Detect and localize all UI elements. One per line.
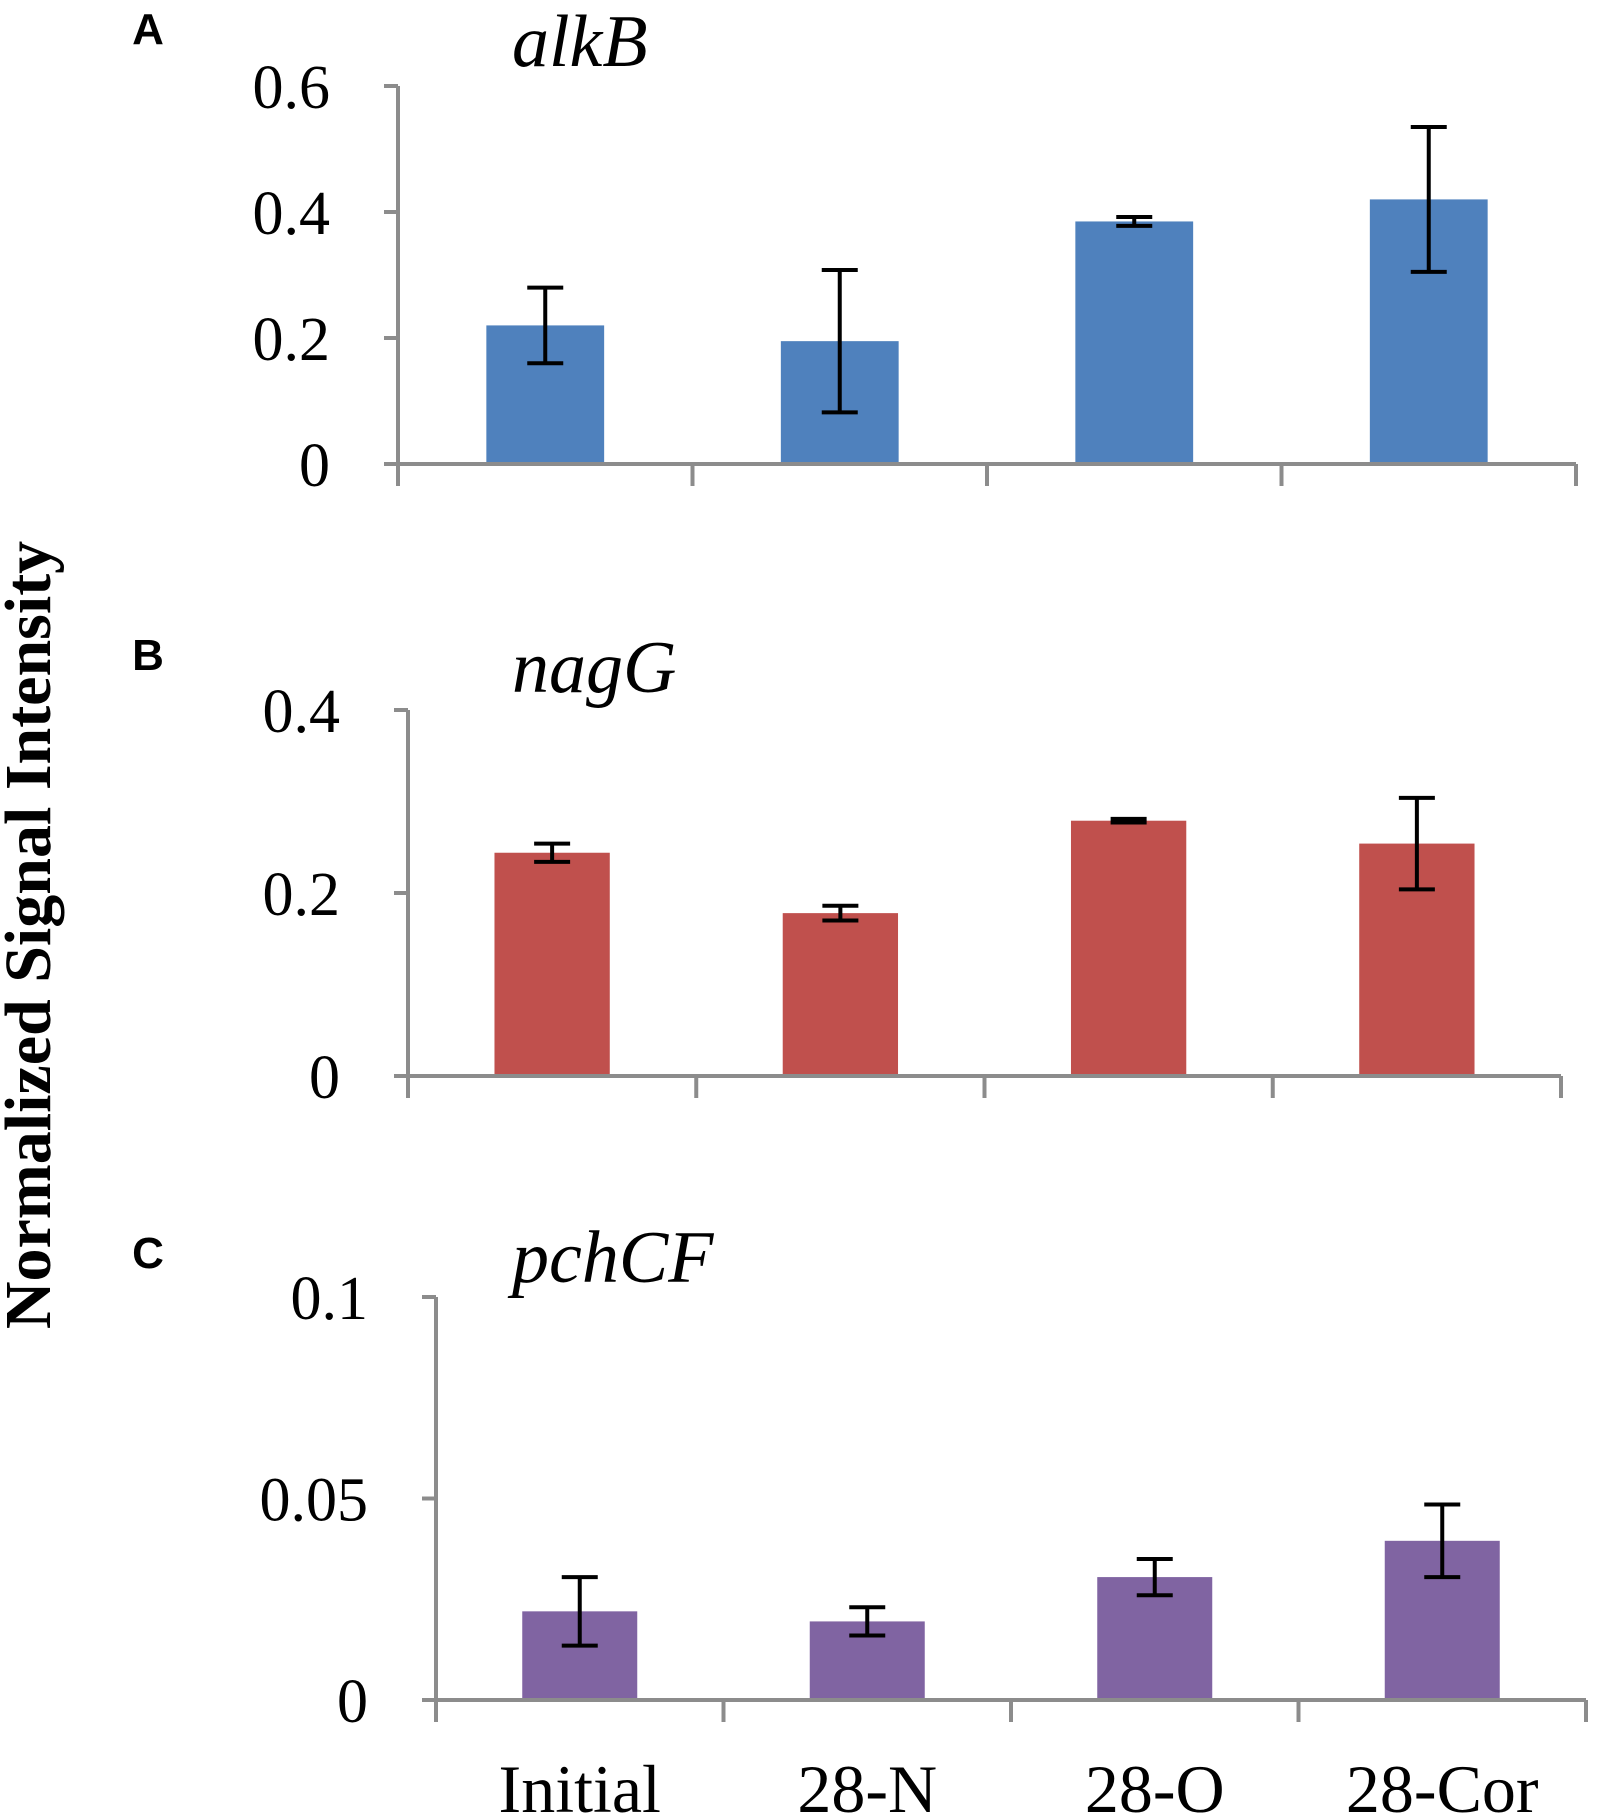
y-tick-label: 0	[309, 1044, 340, 1112]
y-tick-label: 0.6	[253, 54, 331, 122]
y-tick-label: 0	[337, 1668, 368, 1736]
x-tick-label: Initial	[499, 1751, 661, 1819]
chart-title: pchCF	[507, 1217, 714, 1299]
x-tick-label: 28-O	[1085, 1751, 1225, 1819]
x-tick-label: 28-N	[797, 1751, 937, 1819]
y-tick-label: 0.05	[260, 1467, 369, 1535]
panel-letter: B	[132, 631, 164, 680]
bar-28-o	[1075, 221, 1194, 464]
panel-letter: C	[132, 1229, 164, 1278]
error-bar	[1116, 215, 1153, 228]
bar-28-n	[782, 913, 899, 1076]
bar-initial	[494, 852, 610, 1076]
y-tick-label: 0	[299, 432, 330, 500]
error-bar	[1424, 1502, 1461, 1580]
y-tick-label: 0.1	[291, 1265, 369, 1333]
bar-28-o	[1070, 820, 1187, 1076]
error-bar	[534, 841, 571, 864]
y-tick-label: 0.4	[263, 678, 341, 746]
y-tick-label: 0.4	[253, 180, 331, 248]
chart-title: alkB	[512, 1, 648, 83]
error-bar	[821, 267, 858, 415]
x-tick-label: 28-Cor	[1346, 1751, 1539, 1819]
error-bar	[527, 285, 564, 366]
error-bar	[1410, 124, 1447, 274]
error-bar	[849, 1605, 886, 1638]
y-axis-label: Normalized Signal Intensity	[0, 541, 65, 1329]
error-bar	[1136, 1556, 1173, 1598]
bar-28-o	[1097, 1577, 1213, 1700]
error-bar	[1398, 795, 1435, 892]
y-tick-label: 0.2	[263, 861, 341, 929]
error-bar	[561, 1575, 598, 1648]
error-bar	[1110, 816, 1147, 825]
panel-letter: A	[132, 5, 164, 54]
error-bar	[822, 903, 859, 923]
chart-title: nagG	[512, 627, 676, 709]
y-tick-label: 0.2	[253, 306, 331, 374]
